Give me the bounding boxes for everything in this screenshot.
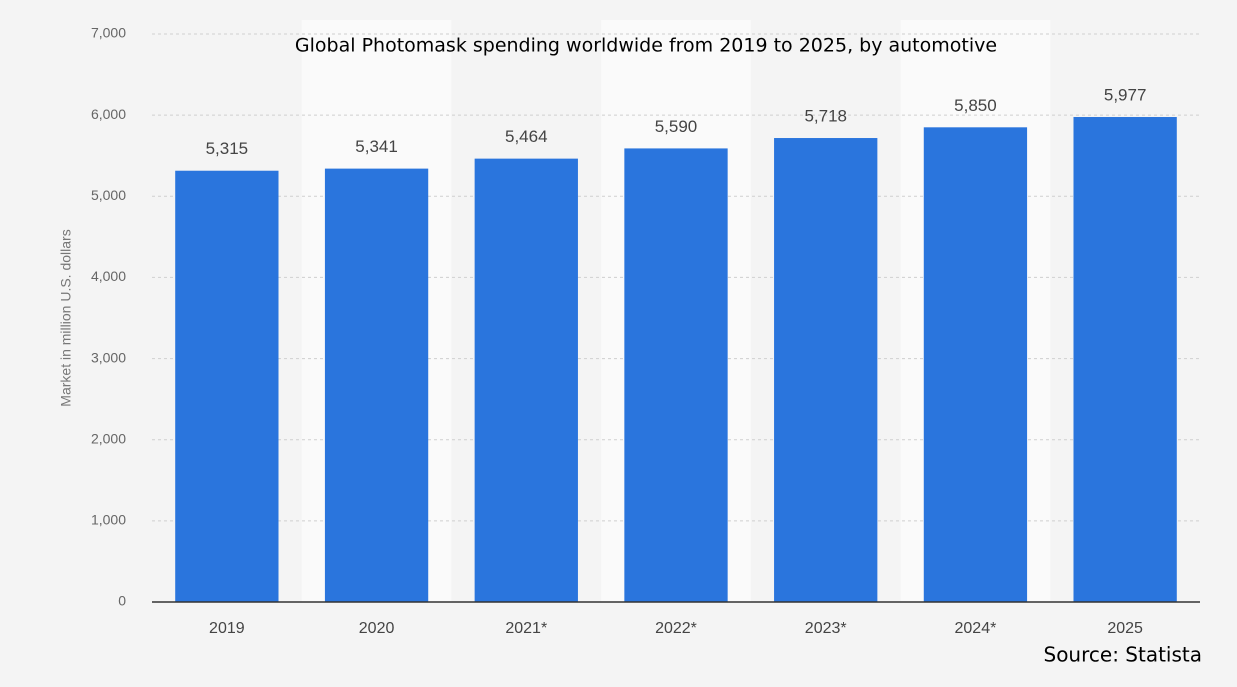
source: Source: Statista	[1044, 643, 1203, 667]
x-tick-label: 2022*	[655, 620, 697, 637]
x-tick-label: 2019	[209, 620, 245, 637]
bar	[175, 170, 279, 602]
y-tick-label: 7,000	[91, 25, 126, 41]
value-label: 5,464	[505, 127, 548, 146]
bar	[1073, 117, 1177, 602]
y-tick-label: 4,000	[91, 268, 126, 284]
value-label: 5,341	[355, 137, 398, 156]
y-tick-label: 3,000	[91, 349, 126, 365]
bar	[474, 158, 578, 602]
x-tick-label: 2025	[1107, 620, 1143, 637]
x-tick-label: 2021*	[505, 620, 547, 637]
y-tick-label: 2,000	[91, 430, 126, 446]
x-tick-label: 2020	[359, 620, 395, 637]
y-tick-label: 6,000	[91, 106, 126, 122]
y-tick-label: 1,000	[91, 512, 126, 528]
bar	[624, 148, 728, 602]
bar	[324, 168, 429, 602]
chart-title: Global Photomask spending worldwide from…	[295, 35, 997, 57]
value-label: 5,977	[1104, 85, 1147, 104]
value-label: 5,850	[954, 96, 997, 115]
x-tick-label: 2023*	[805, 620, 847, 637]
y-tick-label: 0	[118, 593, 126, 609]
value-label: 5,718	[804, 107, 847, 126]
y-axis-label: Market in million U.S. dollars	[58, 229, 74, 406]
bar	[774, 138, 878, 602]
y-tick-label: 5,000	[91, 187, 126, 203]
bar	[923, 127, 1028, 603]
value-label: 5,315	[206, 139, 249, 158]
value-label: 5,590	[655, 117, 698, 136]
x-tick-label: 2024*	[955, 620, 997, 637]
